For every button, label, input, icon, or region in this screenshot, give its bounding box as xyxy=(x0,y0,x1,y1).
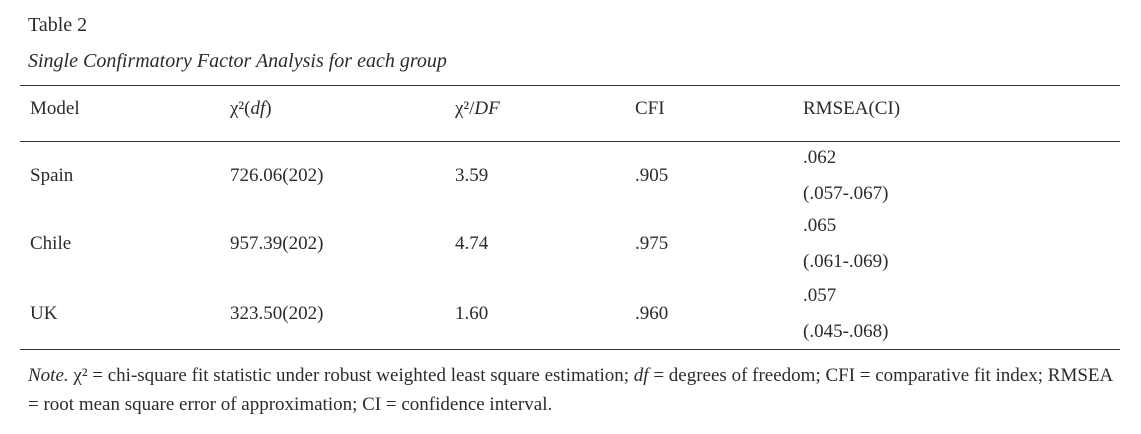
row-uk-rmsea: .057 xyxy=(803,285,837,306)
note-text-part2: = degrees of freedom; CFI = comparative … xyxy=(28,365,1113,415)
row-spain-rmsea: .062 xyxy=(803,147,837,168)
row-uk-cfi: .960 xyxy=(635,303,669,324)
bottom-rule xyxy=(20,349,1120,350)
row-uk-model: UK xyxy=(30,303,58,324)
table-title: Single Confirmatory Factor Analysis for … xyxy=(28,50,447,72)
row-spain-cfi: .905 xyxy=(635,165,669,186)
header-chi-square-ratio: χ²/DF xyxy=(455,97,500,121)
header-ratio-df: DF xyxy=(474,98,500,119)
header-cfi: CFI xyxy=(635,98,665,119)
row-uk-chi-df: 323.50(202) xyxy=(230,303,324,324)
row-spain-chi-ratio: 3.59 xyxy=(455,165,489,186)
header-rmsea: RMSEA(CI) xyxy=(803,98,901,119)
row-spain-chi-df: 726.06(202) xyxy=(230,165,324,186)
header-rule xyxy=(20,141,1120,142)
top-rule xyxy=(20,85,1120,86)
header-df-term: df xyxy=(250,98,266,119)
row-chile-chi-ratio: 4.74 xyxy=(455,233,489,254)
row-chile-chi-df: 957.39(202) xyxy=(230,233,324,254)
row-chile-model: Chile xyxy=(30,233,72,254)
row-chile-rmsea: .065 xyxy=(803,215,837,236)
note-text-part1: χ² = chi-square fit statistic under robu… xyxy=(68,365,634,386)
header-ratio-symbol: χ²/ xyxy=(455,98,475,119)
row-spain-model: Spain xyxy=(30,165,74,186)
header-chi-close: ) xyxy=(265,98,272,119)
row-spain-ci: (.057-.067) xyxy=(803,183,889,204)
note-lead: Note. xyxy=(28,365,69,386)
header-chi-square-df: χ²(df) xyxy=(230,97,272,121)
row-chile-cfi: .975 xyxy=(635,233,669,254)
row-uk-ci: (.045-.068) xyxy=(803,321,889,342)
header-chi-symbol: χ²( xyxy=(230,98,251,119)
row-uk-chi-ratio: 1.60 xyxy=(455,303,489,324)
table-note: Note. χ² = chi-square fit statistic unde… xyxy=(28,361,1118,419)
table-label: Table 2 xyxy=(28,14,88,36)
header-model: Model xyxy=(30,98,80,119)
row-chile-ci: (.061-.069) xyxy=(803,251,889,272)
note-df-term: df xyxy=(633,365,649,386)
